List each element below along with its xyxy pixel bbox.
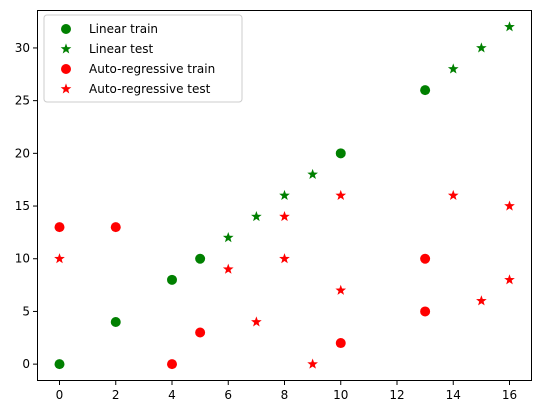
point-series-0-5 [420,85,431,96]
point-series-2-3 [195,327,206,338]
y-tick-label: 20 [15,146,30,160]
x-tick-label: 6 [224,388,232,402]
legend-label-0: Linear train [89,22,158,36]
point-series-3-0 [54,253,65,264]
legend-marker-1 [60,43,72,54]
x-tick-label: 10 [333,388,348,402]
x-tick-label: 4 [168,388,176,402]
data-points [54,21,515,370]
point-series-3-3 [279,210,290,222]
point-series-3-4 [279,253,290,264]
x-tick-label: 2 [112,388,120,402]
point-series-2-5 [420,253,431,264]
point-series-0-3 [195,253,206,264]
point-series-3-5 [307,358,318,369]
x-tick-label: 8 [281,388,289,402]
axes-frame [37,10,532,381]
x-tick-label: 16 [502,388,517,402]
point-series-3-8 [447,189,459,201]
legend-marker-0 [61,24,71,34]
y-tick-label: 25 [15,94,30,108]
point-series-1-4 [447,63,459,74]
legend-marker-2 [61,64,71,74]
point-series-1-5 [476,42,487,53]
point-series-3-7 [335,284,347,295]
point-series-0-1 [110,316,121,327]
x-tick-label: 12 [389,388,404,402]
point-series-3-6 [335,189,347,201]
point-series-2-0 [54,222,65,233]
point-series-1-6 [504,21,515,32]
point-series-1-2 [279,189,290,201]
point-series-2-2 [167,359,177,370]
point-series-2-6 [420,306,431,317]
y-tick-label: 10 [15,252,30,266]
point-series-3-2 [251,316,262,327]
legend-label-2: Auto-regressive train [89,62,215,76]
point-series-2-4 [335,338,346,349]
point-series-2-1 [110,222,121,233]
legend: Linear train Linear test Auto-regressive t… [43,14,243,103]
legend-box [43,14,243,103]
point-series-0-0 [54,359,65,370]
legend-label-3: Auto-regressive test [89,82,211,96]
x-tick-label: 14 [446,388,461,402]
point-series-0-2 [167,274,177,285]
point-series-1-1 [251,210,262,222]
point-series-3-10 [504,200,515,211]
x-tick-label: 0 [56,388,64,402]
point-series-0-4 [335,148,346,159]
y-tick-label: 30 [15,41,30,55]
y-tick-label: 15 [15,199,30,213]
point-series-3-9 [476,295,487,306]
x-axis: 0 2 4 6 8 10 12 14 16 [56,381,517,402]
y-axis: 0 5 10 15 20 25 30 [15,41,37,371]
y-tick-label: 5 [22,304,30,318]
point-series-3-1 [222,263,234,274]
legend-label-1: Linear test [89,42,153,56]
point-series-1-3 [307,168,318,179]
point-series-1-0 [222,232,234,243]
y-tick-label: 0 [22,357,30,371]
point-series-3-11 [504,274,515,285]
legend-marker-3 [60,83,72,94]
